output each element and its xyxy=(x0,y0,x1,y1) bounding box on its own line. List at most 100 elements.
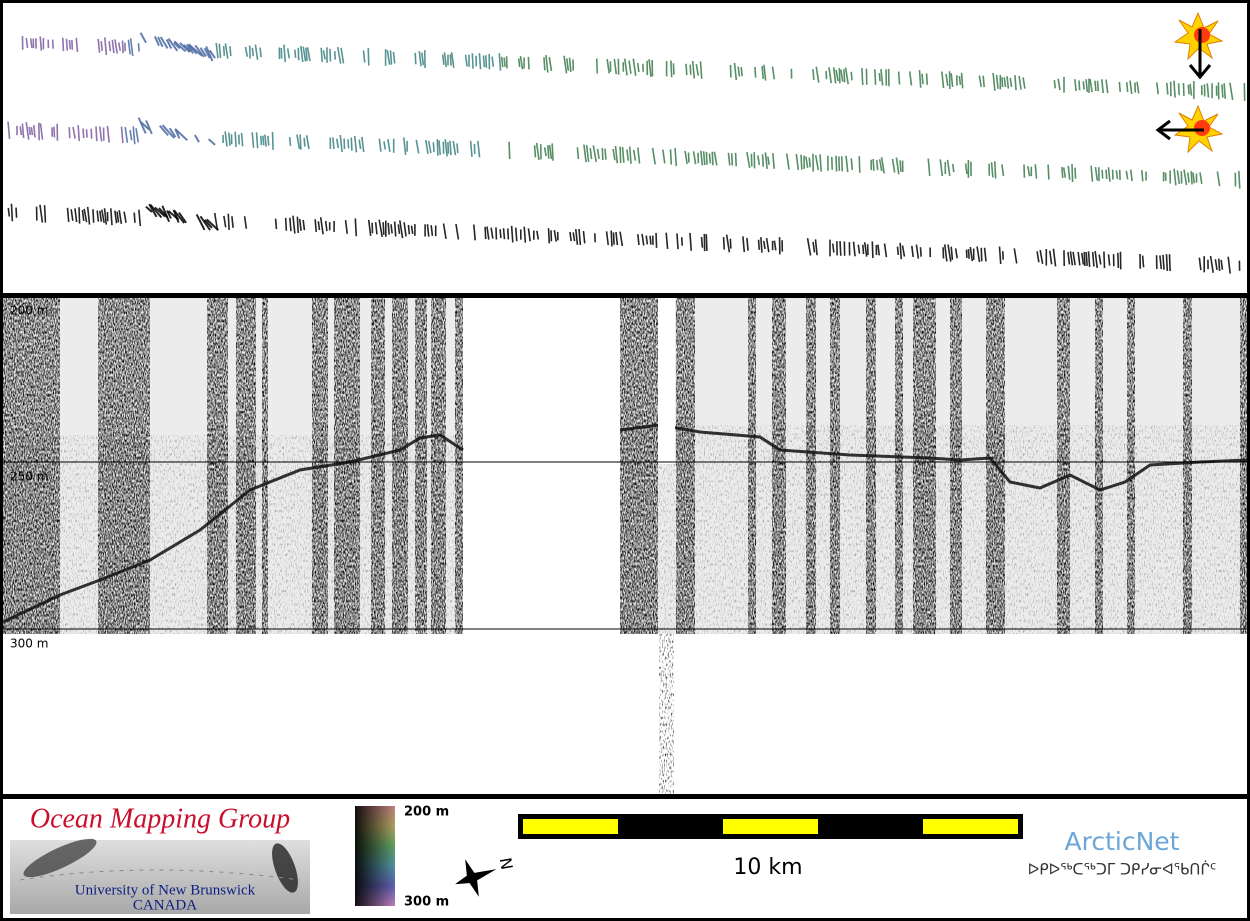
sounding-streak xyxy=(875,159,879,171)
sounding-streak xyxy=(138,209,142,227)
sounding-streak xyxy=(39,123,44,140)
sounding-streak xyxy=(1067,165,1071,180)
sounding-streak xyxy=(831,243,835,253)
sounding-streak xyxy=(343,138,346,149)
sounding-streak xyxy=(333,221,335,232)
sounding-streak xyxy=(78,207,81,224)
sounding-streak xyxy=(730,153,734,166)
sounding-streak xyxy=(891,158,896,173)
sounding-streak xyxy=(1187,84,1190,95)
sounding-streak xyxy=(950,73,954,88)
sounding-streak xyxy=(51,39,54,49)
sounding-streak xyxy=(1243,82,1246,101)
logo-country: CANADA xyxy=(133,897,197,913)
sounding-streak xyxy=(99,210,103,222)
sounding-streak xyxy=(1078,80,1081,91)
sounding-streak xyxy=(248,45,251,59)
sounding-streak xyxy=(1125,82,1129,93)
sounding-streak xyxy=(757,155,761,166)
sounding-streak xyxy=(32,38,35,49)
sounding-streak xyxy=(389,50,393,65)
sounding-streak xyxy=(449,140,452,156)
sounding-streak xyxy=(414,52,417,65)
sounding-streak xyxy=(1098,254,1102,265)
sounding-streak xyxy=(229,46,232,57)
sounding-streak xyxy=(812,241,816,253)
sounding-streak xyxy=(30,127,34,136)
sounding-streak xyxy=(543,57,546,71)
sounding-streak xyxy=(16,125,18,136)
sounding-streak xyxy=(383,141,387,150)
sounding-streak xyxy=(746,151,751,168)
sounding-streak xyxy=(284,217,288,231)
sounding-streak xyxy=(533,230,535,240)
sounding-streak xyxy=(1034,164,1038,179)
sounding-streak xyxy=(51,127,54,137)
sounding-streak xyxy=(1216,171,1221,187)
noise-stripe xyxy=(262,298,268,634)
sounding-streak xyxy=(574,228,579,245)
sounding-streak xyxy=(378,219,383,238)
sounding-streak xyxy=(215,42,219,59)
scale-bar-label: 10 km xyxy=(733,855,802,880)
sounding-streak xyxy=(430,225,434,236)
sounding-streak xyxy=(289,217,292,232)
color-scale-bottom: 300 m xyxy=(404,895,449,910)
sounding-streak xyxy=(442,141,445,154)
sounding-streak xyxy=(641,233,645,246)
sounding-streak xyxy=(942,247,945,259)
sounding-streak xyxy=(850,71,853,81)
sounding-streak xyxy=(535,142,540,161)
sounding-streak xyxy=(124,126,129,143)
sounding-streak xyxy=(145,205,153,213)
sounding-streak xyxy=(655,232,658,248)
sounding-streak xyxy=(1009,77,1013,88)
sounding-streak xyxy=(939,159,944,177)
sounding-streak xyxy=(956,75,958,86)
sounding-streak xyxy=(815,66,820,83)
sounding-streak xyxy=(118,210,123,225)
sounding-streak xyxy=(929,247,932,258)
sounding-streak xyxy=(124,42,126,52)
sounding-streak xyxy=(951,163,955,173)
sounding-streak xyxy=(680,237,684,246)
sounding-streak xyxy=(1023,164,1026,178)
sounding-streak xyxy=(1014,75,1017,91)
sounding-streak xyxy=(477,140,481,158)
sounding-streak xyxy=(1087,251,1091,267)
sounding-streak xyxy=(72,126,76,139)
sounding-streak xyxy=(53,126,56,138)
sounding-streak xyxy=(473,143,476,154)
sounding-streak xyxy=(471,53,474,69)
sounding-streak xyxy=(7,121,11,139)
sounding-streak xyxy=(1211,83,1213,99)
sounding-streak xyxy=(1195,173,1198,183)
sounding-streak xyxy=(300,45,304,63)
sounding-streak xyxy=(153,36,160,47)
sounding-streak xyxy=(970,161,972,177)
sounding-streak xyxy=(90,128,93,139)
sounding-streak xyxy=(1164,172,1167,181)
sounding-streak xyxy=(1101,169,1104,179)
sounding-streak xyxy=(299,134,302,150)
sounding-streak xyxy=(397,224,401,234)
sounding-streak xyxy=(1001,164,1005,177)
sounding-streak xyxy=(39,36,43,51)
sounding-streak xyxy=(21,35,24,50)
sounding-streak xyxy=(750,153,753,167)
sounding-streak xyxy=(866,244,869,255)
sounding-streak xyxy=(319,217,324,235)
north-arrow: N xyxy=(455,856,517,897)
sounding-streak xyxy=(862,244,865,255)
sounding-streak xyxy=(1018,75,1022,90)
sounding-streak xyxy=(86,206,91,225)
sounding-streak xyxy=(203,219,213,229)
sounding-streak xyxy=(398,220,404,239)
sounding-streak xyxy=(919,247,922,257)
sounding-streak xyxy=(1206,83,1210,98)
sounding-streak xyxy=(753,152,756,169)
sounding-streak xyxy=(1155,255,1158,269)
sounding-streak xyxy=(1094,80,1097,92)
sounding-streak xyxy=(1047,164,1050,180)
noise-stripe xyxy=(1095,298,1103,634)
